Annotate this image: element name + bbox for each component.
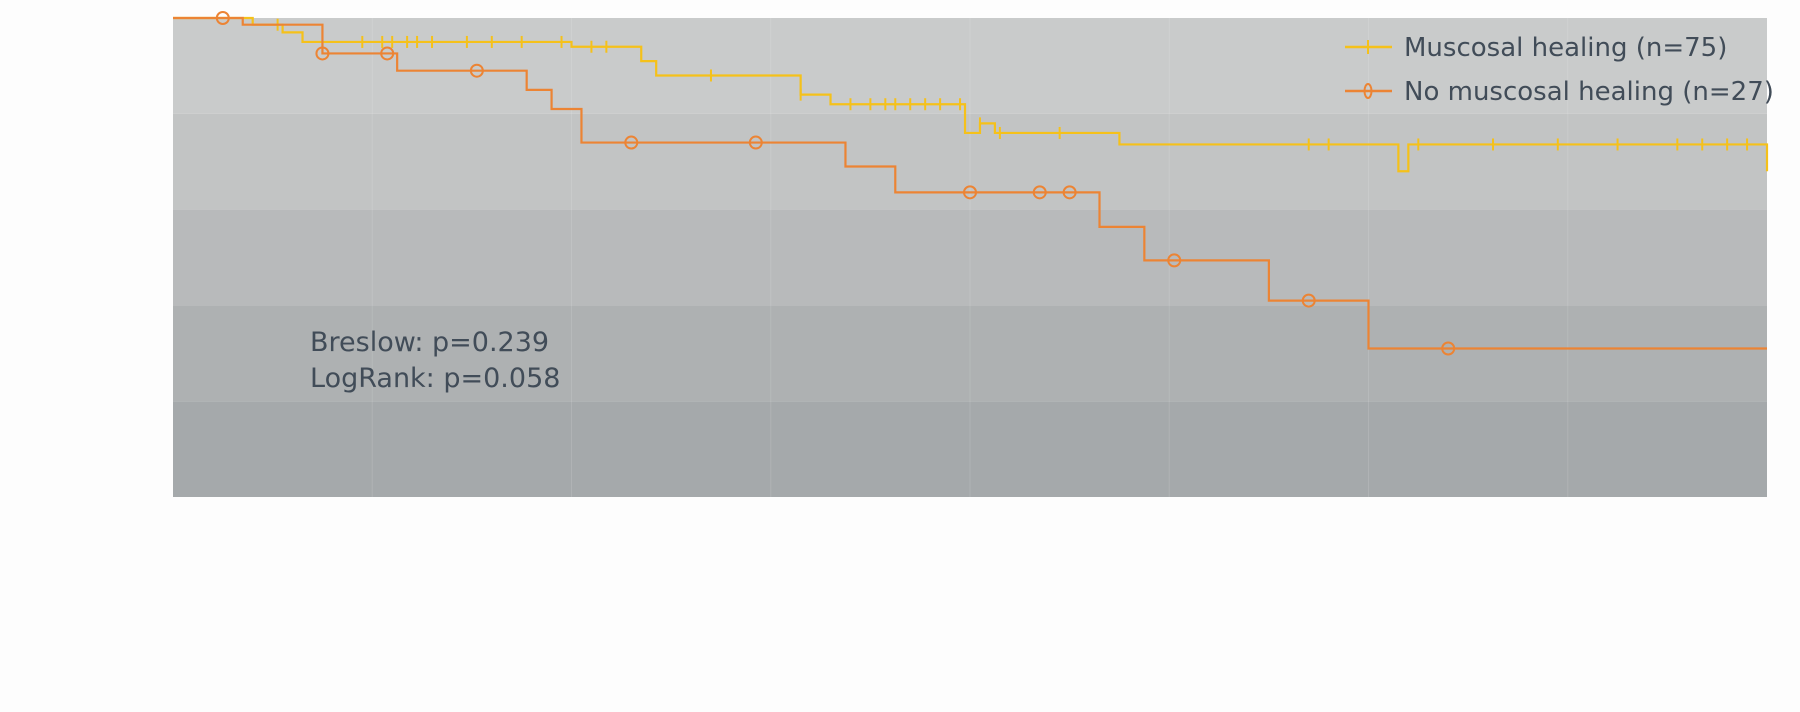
- series-1: [173, 16, 1769, 173]
- breslow-annotation: Breslow: p=0.239: [310, 327, 549, 358]
- censor-circle: [1062, 185, 1077, 200]
- legend-label-muscosal-healing: Muscosal healing (n=75): [1404, 33, 1727, 63]
- survival-curve-2: [173, 16, 1767, 350]
- band-3: [173, 209, 1767, 306]
- legend: Muscosal healing (n=75) No muscosal heal…: [1345, 33, 1774, 107]
- censor-circle: [963, 185, 977, 200]
- censor-circle: [469, 63, 484, 78]
- band-1: [173, 18, 1767, 114]
- censor-circle: [1167, 253, 1182, 268]
- censor-circle: [748, 135, 763, 150]
- stats-annotation: Breslow: p=0.239 LogRank: p=0.058: [310, 327, 560, 394]
- censor-circle: [380, 46, 395, 61]
- legend-item-muscosal-healing: Muscosal healing (n=75): [1345, 33, 1727, 63]
- logrank-annotation: LogRank: p=0.058: [310, 363, 560, 394]
- censor-circle: [215, 11, 230, 25]
- survival-curve-1: [173, 16, 1769, 173]
- censor-circle: [1032, 185, 1047, 200]
- legend-item-no-muscosal-healing: No muscosal healing (n=27): [1345, 77, 1774, 107]
- band-4: [173, 305, 1767, 402]
- band-5: [173, 401, 1767, 497]
- series-layer: [173, 11, 1769, 356]
- series-2: [173, 11, 1767, 356]
- censor-circle: [1441, 341, 1456, 356]
- background-bands: [173, 18, 1767, 497]
- censor-circle: [1301, 293, 1316, 308]
- band-2: [173, 113, 1767, 210]
- legend-label-no-muscosal-healing: No muscosal healing (n=27): [1404, 77, 1774, 107]
- censor-circle: [315, 46, 330, 61]
- legend-circle-marker: [1363, 83, 1373, 99]
- censor-circle: [624, 135, 639, 150]
